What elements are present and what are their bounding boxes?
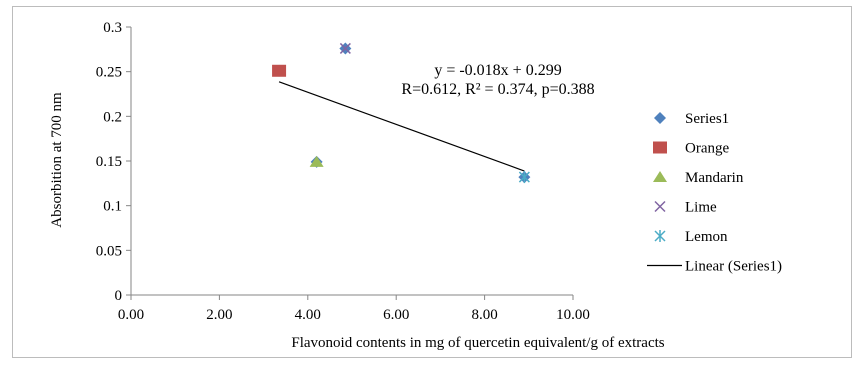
- y-axis-title: Absorbition at 700 nm: [49, 92, 65, 228]
- legend-label-trendline: Linear (Series1): [685, 259, 782, 275]
- x-tick-label: 4.00: [295, 307, 321, 323]
- marker-stroke: [654, 200, 666, 213]
- x-tick-label: 6.00: [383, 307, 409, 323]
- marker-stroke: [339, 42, 351, 54]
- x-tick-labels: 0.00 2.00 4.00 6.00 8.00 10.00: [118, 307, 590, 323]
- trendline-equation: y = -0.018x + 0.299: [434, 62, 561, 79]
- legend-marker-lemon: [654, 230, 666, 242]
- x-tick-label: 10.00: [556, 307, 590, 323]
- y-tick-label: 0.15: [96, 154, 122, 170]
- x-tick-label: 8.00: [471, 307, 497, 323]
- chart-frame: [12, 6, 852, 358]
- legend-label-mandarin: Mandarin: [685, 170, 744, 186]
- x-tick-label: 2.00: [206, 307, 232, 323]
- data-points: [272, 42, 531, 184]
- data-point-mandarin: [309, 155, 324, 167]
- y-tick-label: 0.2: [103, 109, 122, 125]
- data-point-orange: [272, 64, 287, 77]
- y-tick-label: 0.25: [96, 65, 122, 81]
- legend-label-series1: Series1: [685, 111, 729, 127]
- y-tick-label: 0.1: [103, 199, 122, 215]
- legend-marker-mandarin: [653, 171, 667, 182]
- y-tick-labels: 0 0.05 0.1 0.15 0.2 0.25 0.3: [96, 20, 122, 304]
- legend-marker-lime: [654, 200, 666, 213]
- legend: Series1 Orange Mandarin Lime Lemon Linear (Se…: [647, 111, 782, 275]
- legend-label-lemon: Lemon: [685, 229, 728, 245]
- trendline-group: [278, 81, 525, 172]
- legend-marker-series1: [654, 112, 666, 124]
- axes: [126, 26, 574, 300]
- legend-label-orange: Orange: [685, 141, 729, 157]
- y-tick-label: 0.3: [103, 20, 122, 36]
- trendline-stats: R=0.612, R² = 0.374, p=0.388: [401, 81, 594, 98]
- y-tick-label: 0: [115, 288, 123, 304]
- data-point-lemon: [518, 171, 530, 184]
- x-axis-title: Flavonoid contents in mg of quercetin eq…: [291, 335, 664, 351]
- legend-marker-orange: [653, 141, 667, 154]
- trendline: [278, 81, 525, 172]
- y-tick-label: 0.05: [96, 243, 122, 259]
- x-tick-label: 0.00: [118, 307, 144, 323]
- data-point-lime: [339, 42, 351, 54]
- legend-label-lime: Lime: [685, 200, 717, 216]
